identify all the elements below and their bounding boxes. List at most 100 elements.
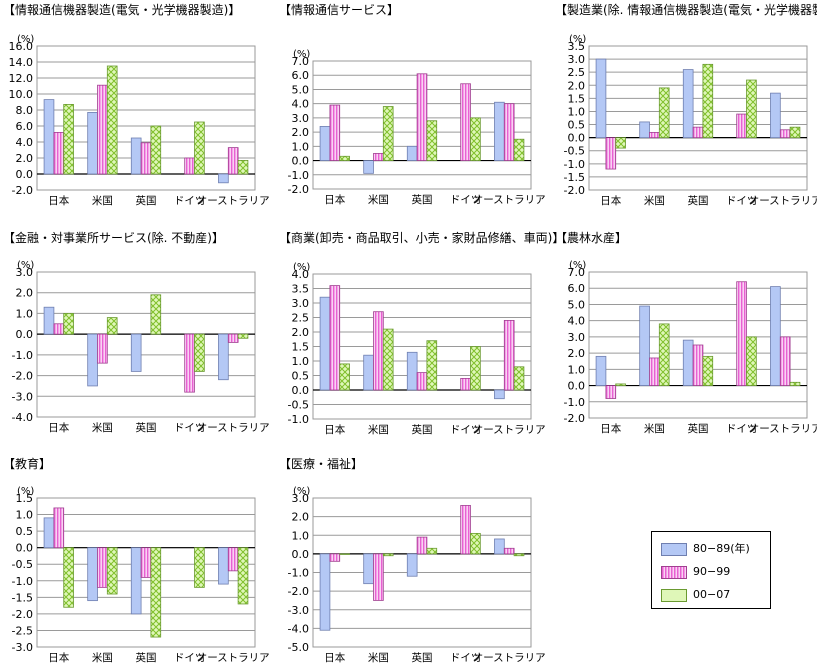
x-tick-label: 米国 [644,194,665,207]
bar [682,69,694,139]
bar [702,63,714,139]
bar [43,99,55,175]
bar [43,306,55,335]
y-tick-label: -2.5 [12,624,33,637]
y-tick-label: -2.0 [12,184,33,197]
legend-label: 90−99 [693,565,731,578]
bar [227,333,239,343]
bar [736,281,747,386]
bar [319,296,331,391]
y-tick-label: 7.0 [568,266,586,279]
bar [329,104,341,161]
bar [150,294,162,335]
legend-label: 00−07 [693,588,731,601]
bar [339,553,350,555]
bar [503,319,515,391]
x-tick-label: 日本 [48,651,69,664]
y-tick-label: -1.0 [288,413,309,426]
bar [63,547,74,608]
bar [416,73,428,161]
bar [184,333,195,393]
x-tick-label: ドイツ [174,195,206,207]
bar [106,547,118,595]
y-tick-label: 0.0 [16,328,34,341]
x-tick-label: 英国 [136,194,157,207]
x-tick-label: ドイツ [450,194,482,206]
y-tick-label: 0.0 [16,168,34,181]
x-tick-label: 日本 [600,194,621,207]
bar [702,355,714,386]
bar [63,104,74,175]
y-tick-label: 6.0 [16,120,34,133]
y-tick-label: 3.5 [292,283,310,296]
bar [106,65,118,175]
y-tick-label: 1.5 [292,341,310,354]
y-tick-label: -3.0 [12,641,33,654]
y-tick-label: -0.5 [12,558,33,571]
chart-title: 【教育】 [3,456,51,471]
x-tick-label: 米国 [368,193,389,206]
bar [382,328,394,391]
bar [218,173,229,184]
y-tick-label: 2.0 [16,152,34,165]
y-tick-label: -0.5 [288,399,309,412]
bar [194,547,205,588]
bar [639,305,650,386]
x-tick-label: 日本 [600,422,621,435]
y-tick-label: 2.0 [292,511,310,524]
bar [150,547,162,638]
bar [416,536,428,555]
bar [227,147,239,175]
legend: 80−89(年) 90−99 00−07 [651,531,771,609]
bar [406,145,418,161]
x-tick-label: 英国 [412,193,433,206]
y-tick-label: 0.0 [292,384,310,397]
y-tick-label: 6.0 [568,282,586,295]
y-tick-label: 0.0 [568,132,586,145]
y-tick-label: 12.0 [9,72,34,85]
bar [130,547,142,615]
y-tick-label: 4.0 [16,136,34,149]
bar [339,363,350,391]
y-tick-label: -5.0 [288,641,309,654]
y-tick-label: 1.0 [568,105,586,118]
y-tick-label: 1.0 [16,509,34,522]
bar [150,125,162,175]
bar [460,83,471,161]
bar [329,285,341,391]
bar [692,344,704,386]
bar [494,538,505,555]
bar [503,103,515,161]
x-tick-label: 英国 [136,651,157,664]
y-tick-label: 1.0 [292,140,310,153]
bar [53,507,65,549]
bar [184,157,195,175]
x-tick-label: ドイツ [174,422,206,434]
bar [319,126,331,161]
chart-title: 【金融・対事業所サービス(除. 不動産)】 [3,230,224,245]
y-tick-label: 2.0 [292,326,310,339]
y-tick-label: 2.0 [292,126,310,139]
legend-swatch-s3 [661,589,687,602]
chart-unit: (%) [293,49,310,60]
y-tick-label: 16.0 [9,40,34,53]
bar [470,532,481,555]
bar [130,333,142,372]
y-tick-label: 3.0 [292,112,310,125]
y-tick-label: 6.0 [292,69,310,82]
x-tick-label: 英国 [412,651,433,664]
bar [106,317,118,335]
x-tick-label: 日本 [48,194,69,207]
y-tick-label: -1.0 [564,396,585,409]
y-tick-label: -2.0 [12,608,33,621]
x-tick-label: ドイツ [726,423,758,435]
y-tick-label: 3.0 [292,492,310,505]
y-tick-label: 4.0 [292,98,310,111]
y-tick-label: -4.0 [288,622,309,635]
y-tick-label: 0.0 [292,155,310,168]
x-tick-label: 米国 [644,422,665,435]
bar [494,389,505,400]
bar [779,336,791,386]
x-tick-label: 米国 [368,651,389,664]
